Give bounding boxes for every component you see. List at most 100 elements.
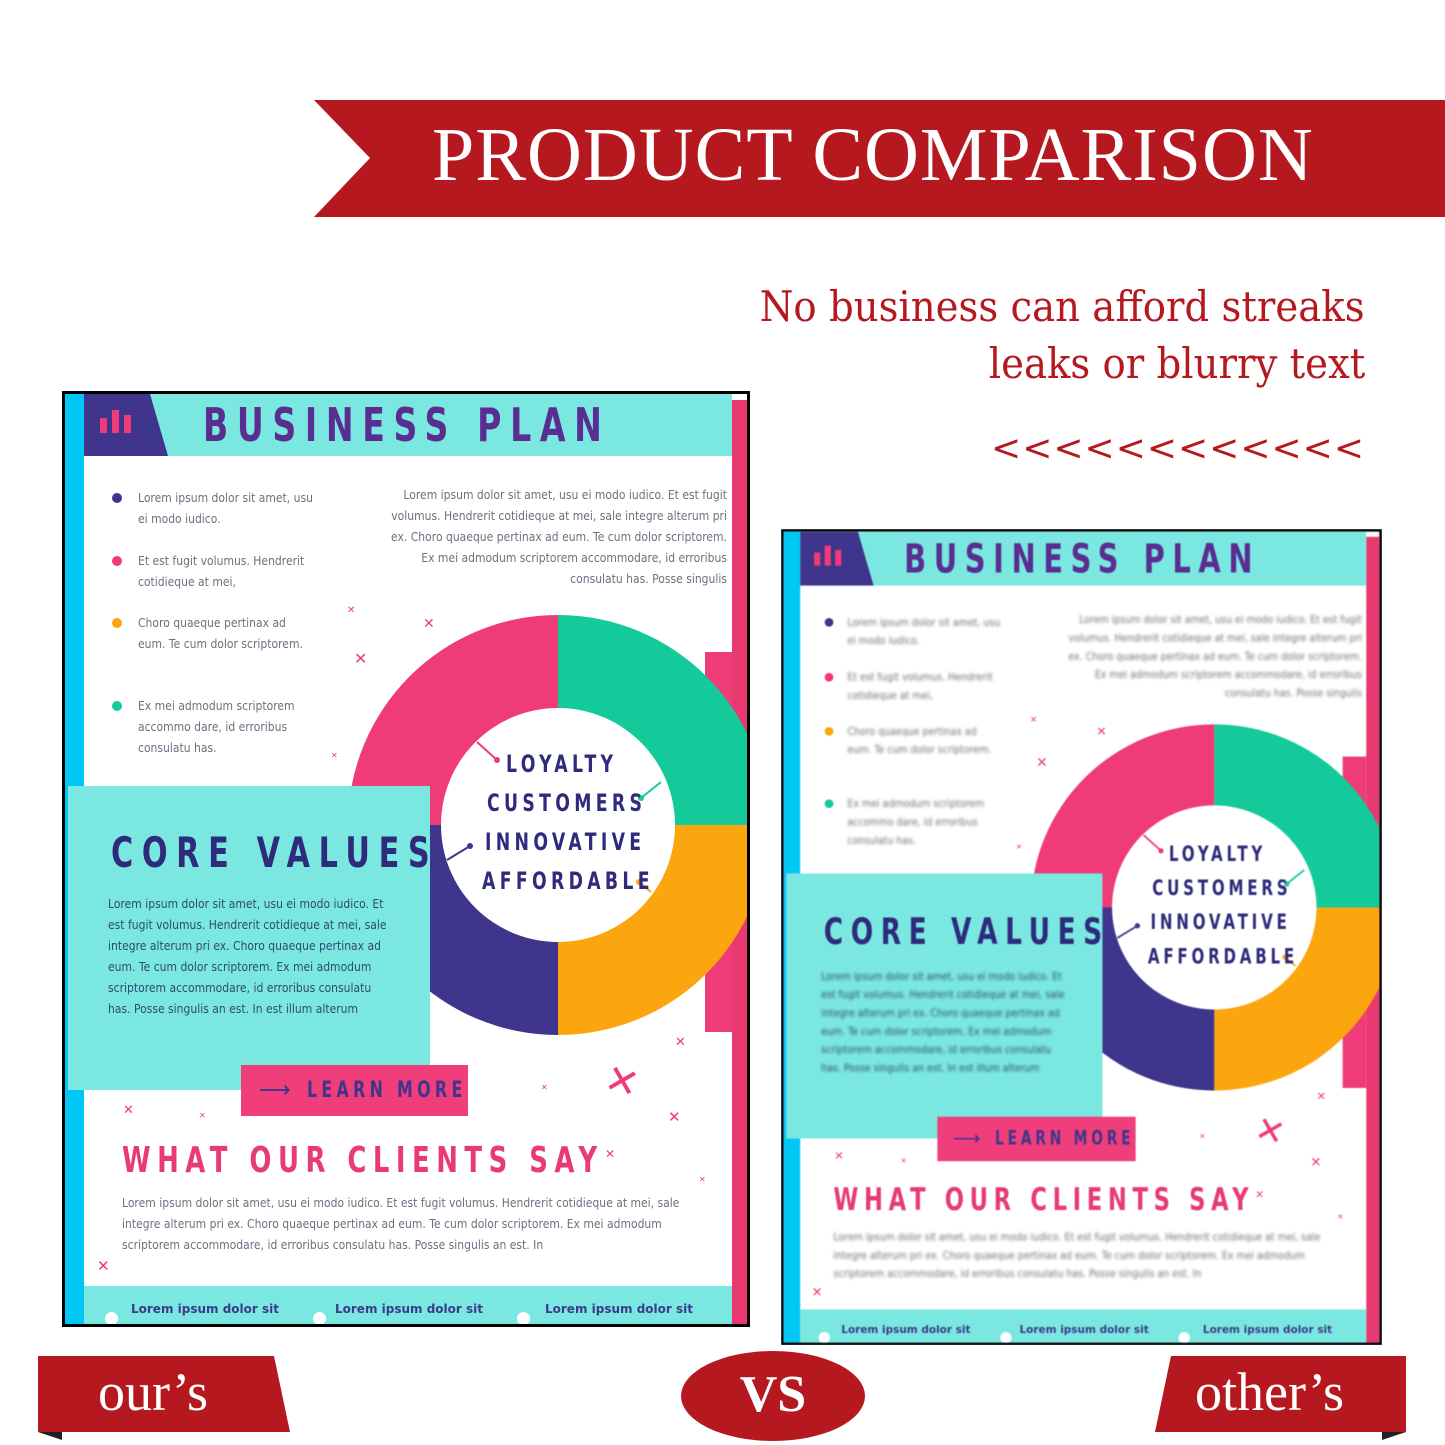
- bullet-dot: [112, 618, 122, 628]
- cross-decoration: ✕: [834, 1149, 844, 1163]
- cross-decoration: ✕: [699, 1175, 706, 1184]
- bullet-item: Lorem ipsum dolor sit amet, usu ei modo …: [847, 616, 1001, 647]
- cross-decoration: ✕: [675, 1035, 686, 1050]
- cross-decoration: ✕: [605, 1147, 616, 1161]
- donut-label-affordable: AFFORDABLE: [482, 867, 654, 895]
- core-values-panel: [786, 873, 1103, 1139]
- donut-label-innovative: INNOVATIVE: [1150, 910, 1291, 935]
- cross-decoration: ✕: [1337, 1212, 1344, 1221]
- bullet-dot: [824, 726, 834, 736]
- subtitle-line-2: leaks or blurry text: [988, 339, 1365, 388]
- cross-decoration: ✕: [541, 1083, 548, 1092]
- cross-decoration: ✕: [1255, 1188, 1265, 1201]
- cross-decoration: ✕: [347, 605, 356, 616]
- cross-decoration: ✕: [97, 1257, 110, 1275]
- donut-label-affordable: AFFORDABLE: [1147, 944, 1299, 969]
- core-values-title: CORE VALUES: [823, 910, 1110, 953]
- footer-dot: [818, 1332, 830, 1343]
- footer-band: [800, 1309, 1367, 1343]
- others-label: other’s: [1195, 1362, 1344, 1422]
- bullet-item: Choro quaeque pertinax ad eum. Te cum do…: [847, 725, 992, 756]
- footer-item: Lorem ipsum dolor sit: [131, 1302, 279, 1316]
- footer-dot: [1178, 1332, 1190, 1343]
- footer-item: Lorem ipsum dolor sit: [841, 1323, 971, 1336]
- core-values-panel: [68, 786, 430, 1090]
- learn-more-button[interactable]: ⟶ LEARN MORE: [937, 1116, 1136, 1162]
- learn-more-button[interactable]: ⟶ LEARN MORE: [241, 1065, 468, 1116]
- bar-chart-icon: [814, 545, 842, 566]
- intro-paragraph: Lorem ipsum dolor sit amet, usu ei modo …: [391, 488, 727, 586]
- core-values-text: Lorem ipsum dolor sit amet, usu ei modo …: [821, 970, 1065, 1074]
- bullet-dot: [824, 617, 834, 627]
- core-values-title: CORE VALUES: [111, 828, 439, 877]
- donut-label-customers: CUSTOMERS: [1152, 876, 1292, 901]
- footer-item: Lorem ipsum dolor sit: [1202, 1323, 1333, 1336]
- clients-title: WHAT OUR CLIENTS SAY: [833, 1182, 1255, 1218]
- donut-label-loyalty: LOYALTY: [1168, 842, 1267, 867]
- bullet-dot: [112, 556, 122, 566]
- cross-decoration: ✕: [1096, 725, 1107, 740]
- arrows-decoration: <<<<<<<<<<<<: [991, 428, 1365, 469]
- cross-decoration: ✕: [423, 616, 435, 632]
- cross-decoration: ✕: [1029, 715, 1038, 726]
- cross-decoration: ✕: [354, 649, 368, 668]
- subtitle-line-1: No business can afford streaks: [760, 282, 1365, 331]
- flyer-others-content: BUSINESS PLAN Lorem ipsum dolor sit amet…: [781, 529, 1382, 1345]
- bullet-item: Et est fugit volumus. Hendrerit cotidieq…: [138, 554, 305, 589]
- others-ribbon: [1155, 1356, 1406, 1440]
- footer-dot: [517, 1312, 530, 1324]
- arrow-right-icon: ⟶: [259, 1077, 291, 1102]
- cross-decoration: ✕: [1015, 842, 1022, 851]
- footer-dot: [105, 1312, 118, 1324]
- bullet-item: Choro quaeque pertinax ad eum. Te cum do…: [138, 616, 303, 651]
- header-badge: [84, 394, 168, 456]
- bullet-item: Et est fugit volumus. Hendrerit cotidieq…: [847, 671, 993, 702]
- bullet-dot: [112, 701, 122, 711]
- vs-badge: [681, 1351, 865, 1441]
- clients-text: Lorem ipsum dolor sit amet, usu ei modo …: [122, 1196, 680, 1252]
- flyer-title: BUSINESS PLAN: [904, 535, 1261, 583]
- bar-chart-icon: [100, 410, 131, 433]
- footer-dot: [1000, 1332, 1012, 1343]
- cross-decoration: ✕: [1310, 1154, 1322, 1170]
- flyer-header: [84, 394, 732, 456]
- title-banner: [314, 100, 1445, 217]
- flyer-header: [800, 531, 1367, 586]
- footer-item: Lorem ipsum dolor sit: [335, 1302, 483, 1316]
- donut-label-loyalty: LOYALTY: [506, 750, 618, 778]
- cross-decoration: ✕: [1036, 753, 1048, 771]
- clients-title: WHAT OUR CLIENTS SAY: [122, 1140, 604, 1181]
- cross-decoration: ✕: [123, 1103, 134, 1118]
- bullet-item: Lorem ipsum dolor sit amet, usu ei modo …: [138, 491, 313, 526]
- footer-item: Lorem ipsum dolor sit: [545, 1302, 693, 1316]
- ours-label: our’s: [98, 1362, 209, 1422]
- cross-decoration: ✕: [199, 1111, 206, 1120]
- flyer-others: BUSINESS PLAN Lorem ipsum dolor sit amet…: [781, 529, 1382, 1345]
- intro-paragraph: Lorem ipsum dolor sit amet, usu ei modo …: [1068, 613, 1362, 700]
- learn-more-label: LEARN MORE: [995, 1128, 1135, 1150]
- bullet-item: Ex mei admodum scriptorem accommo dare, …: [138, 699, 295, 755]
- footer-item: Lorem ipsum dolor sit: [1019, 1323, 1149, 1336]
- clients-text: Lorem ipsum dolor sit amet, usu ei modo …: [833, 1230, 1321, 1280]
- bullet-dot: [824, 672, 834, 682]
- ours-ribbon: [38, 1356, 290, 1440]
- learn-more-label: LEARN MORE: [307, 1078, 467, 1103]
- flyer-title: BUSINESS PLAN: [203, 398, 611, 452]
- core-values-text: Lorem ipsum dolor sit amet, usu ei modo …: [108, 897, 387, 1016]
- cross-decoration: ✕: [668, 1108, 681, 1126]
- donut-label-customers: CUSTOMERS: [487, 789, 647, 817]
- cross-decoration: ✕: [1316, 1090, 1326, 1104]
- bullet-item: Ex mei admodum scriptorem accommo dare, …: [847, 797, 985, 847]
- bullet-dot: [112, 493, 122, 503]
- cross-decoration: ✕: [331, 751, 338, 760]
- donut-label-innovative: INNOVATIVE: [485, 828, 646, 856]
- page-title: PRODUCT COMPARISON: [432, 113, 1314, 197]
- cross-decoration: ✕: [900, 1156, 907, 1165]
- arrow-right-icon: ⟶: [953, 1127, 981, 1149]
- header-badge: [800, 531, 874, 586]
- vs-label: VS: [739, 1366, 807, 1423]
- cross-decoration: ✕: [811, 1284, 823, 1300]
- cross-decoration: ✕: [1199, 1132, 1206, 1141]
- flyer-ours: BUSINESS PLAN Lorem ipsum dolor sit amet…: [62, 391, 750, 1327]
- footer-dot: [313, 1312, 326, 1324]
